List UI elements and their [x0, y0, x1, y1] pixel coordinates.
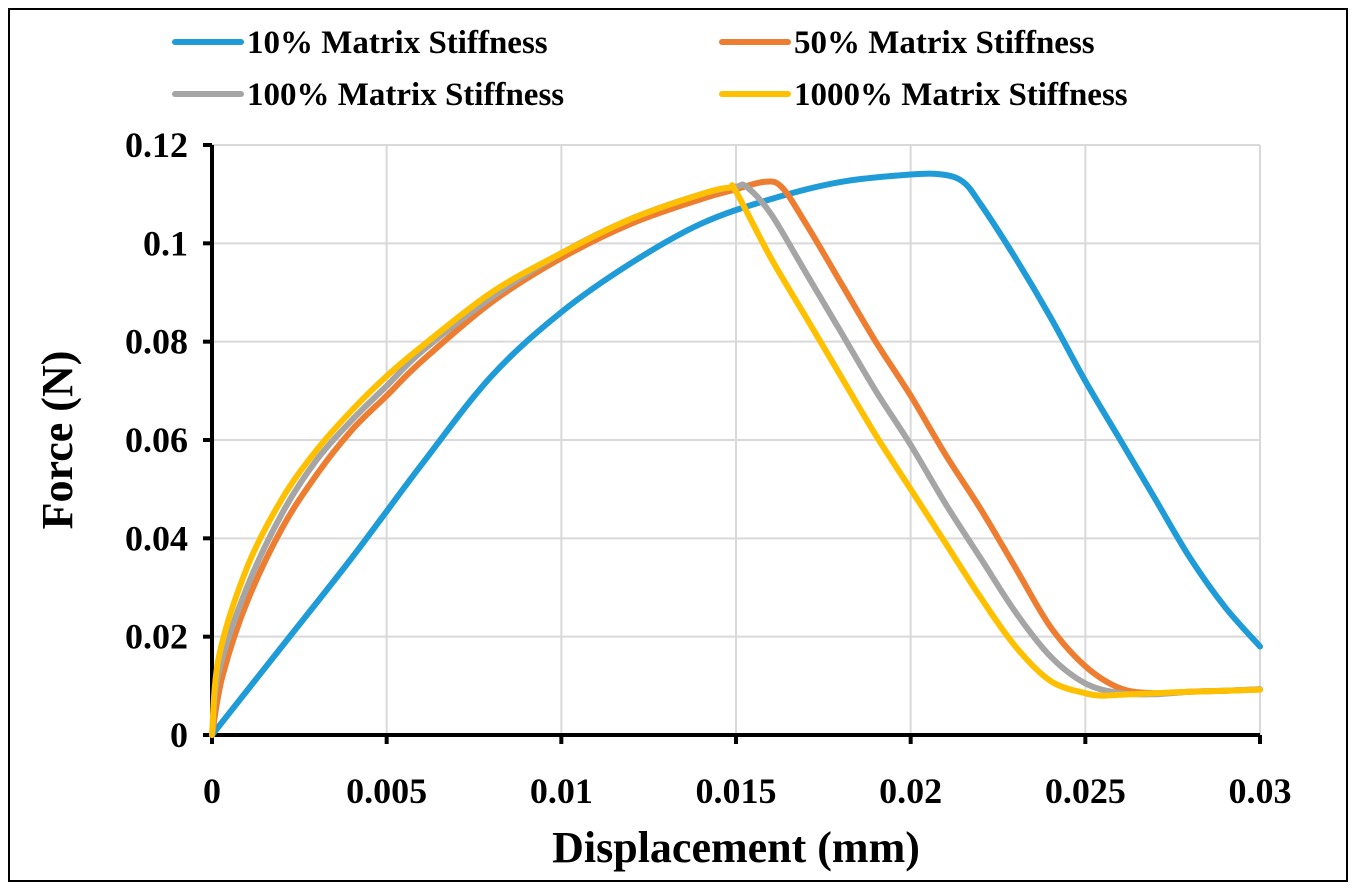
- legend-item: 100% Matrix Stiffness: [172, 77, 564, 113]
- legend-label: 100% Matrix Stiffness: [247, 77, 564, 113]
- x-tick-label: 0.025: [1045, 771, 1126, 811]
- y-tick-label: 0.04: [125, 518, 188, 558]
- series-line-50-percent: [209, 178, 1263, 738]
- y-tick-label: 0: [170, 715, 188, 755]
- y-tick-label: 0.02: [125, 617, 188, 657]
- series-line-10-percent: [209, 170, 1263, 738]
- y-tick-label: 0.1: [143, 223, 188, 263]
- y-tick-label: 0.06: [125, 420, 188, 460]
- legend-item: 50% Matrix Stiffness: [719, 25, 1095, 61]
- y-tick-label: 0.08: [125, 322, 188, 362]
- x-tick-label: 0.01: [530, 771, 593, 811]
- series-line-1000-percent: [209, 182, 1263, 738]
- legend-label: 50% Matrix Stiffness: [794, 25, 1095, 61]
- x-tick-label: 0.02: [879, 771, 942, 811]
- legend-item: 10% Matrix Stiffness: [172, 25, 548, 61]
- x-tick-label: 0.005: [346, 771, 427, 811]
- legend-item: 1000% Matrix Stiffness: [719, 77, 1128, 113]
- tick-labels: 0 0.02 0.04 0.06 0.08 0.1 0.12 0 0.005 0.01 0.015 0…: [125, 125, 1292, 811]
- gridlines: [212, 144, 1261, 735]
- legend-label: 10% Matrix Stiffness: [247, 25, 548, 61]
- y-tick-label: 0.12: [125, 125, 188, 165]
- series-group: [209, 170, 1263, 738]
- legend: 10% Matrix Stiffness 50% Matrix Stiffness…: [172, 25, 1128, 113]
- x-tick-label: 0: [203, 771, 221, 811]
- x-axis-title: Displacement (mm): [552, 823, 920, 872]
- series-line-100-percent: [209, 181, 1263, 738]
- legend-label: 1000% Matrix Stiffness: [794, 77, 1128, 113]
- x-tick-label: 0.03: [1229, 771, 1292, 811]
- x-tick-label: 0.015: [696, 771, 777, 811]
- axes: [203, 143, 1262, 744]
- y-axis-title: Force (N): [33, 351, 82, 530]
